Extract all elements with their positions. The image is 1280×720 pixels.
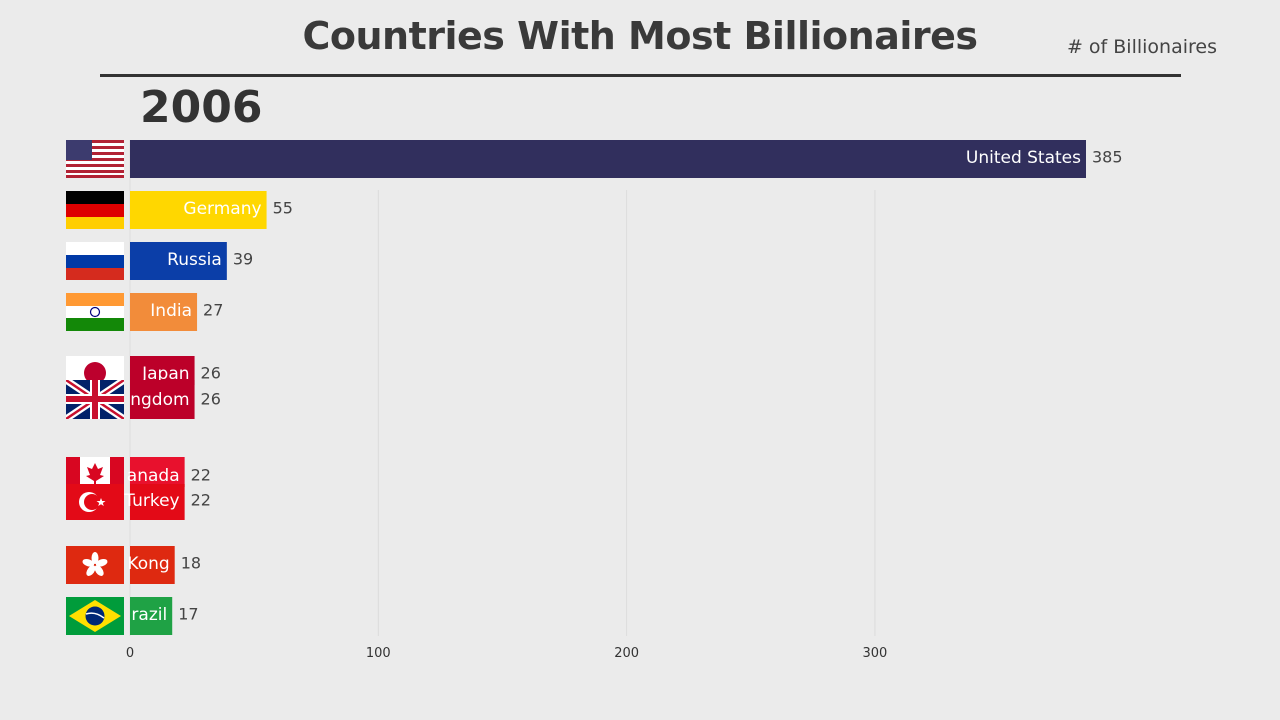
bar-country-label: United States xyxy=(966,148,1081,168)
bar-value-label: 17 xyxy=(178,605,198,624)
bar-country-label: Russia xyxy=(167,250,222,270)
bar xyxy=(130,191,267,229)
bar xyxy=(130,546,175,584)
bar xyxy=(130,140,1086,178)
hongkong-flag-icon xyxy=(66,546,124,584)
bar-country-label: India xyxy=(150,301,192,321)
bar xyxy=(130,380,195,419)
bar-value-label: 385 xyxy=(1092,148,1123,167)
bar xyxy=(130,597,173,635)
chart-title: Countries With Most Billionaires xyxy=(302,14,979,58)
bar xyxy=(130,293,198,331)
russia-flag-icon xyxy=(66,242,124,280)
bar xyxy=(130,242,227,280)
canada-flag-icon xyxy=(66,457,124,487)
bar-value-label: 18 xyxy=(181,554,201,573)
bar-value-label: 22 xyxy=(191,491,211,510)
title-divider xyxy=(100,74,1181,77)
bar-value-label: 26 xyxy=(201,364,221,383)
germany-flag-icon xyxy=(66,191,124,229)
bar-value-label: 55 xyxy=(273,199,293,218)
turkey-flag-icon xyxy=(66,484,124,520)
india-flag-icon xyxy=(66,293,124,331)
us-flag-icon xyxy=(66,140,124,178)
bar xyxy=(130,484,185,520)
bar-value-label: 39 xyxy=(233,250,253,269)
x-tick-label: 300 xyxy=(863,646,888,661)
x-tick-label: 200 xyxy=(614,646,639,661)
bar xyxy=(130,457,185,487)
bar-value-label: 22 xyxy=(191,466,211,485)
uk-flag-icon xyxy=(66,380,124,419)
x-tick-label: 0 xyxy=(126,646,134,661)
bar-country-label: ngdom xyxy=(130,390,189,410)
bar-country-label: Japan xyxy=(141,364,189,384)
bar-country-label: Kong xyxy=(127,554,169,574)
flags xyxy=(66,140,124,635)
bar-country-label: Germany xyxy=(183,199,261,219)
bar-country-label: razil xyxy=(131,605,167,625)
brazil-flag-icon xyxy=(66,597,124,635)
bar-country-label: Turkey xyxy=(123,491,179,511)
bars: United States 385 Germany 55 Russia 39 India 27… xyxy=(123,140,1123,635)
value-unit-label: # of Billionaires xyxy=(1066,36,1217,58)
bar-country-label: anada xyxy=(127,466,180,486)
year-label: 2006 xyxy=(140,82,263,133)
x-tick-label: 100 xyxy=(366,646,391,661)
bar-value-label: 27 xyxy=(203,301,223,320)
x-axis: 0 100 200 300 xyxy=(126,646,887,661)
bar-value-label: 26 xyxy=(201,390,221,409)
